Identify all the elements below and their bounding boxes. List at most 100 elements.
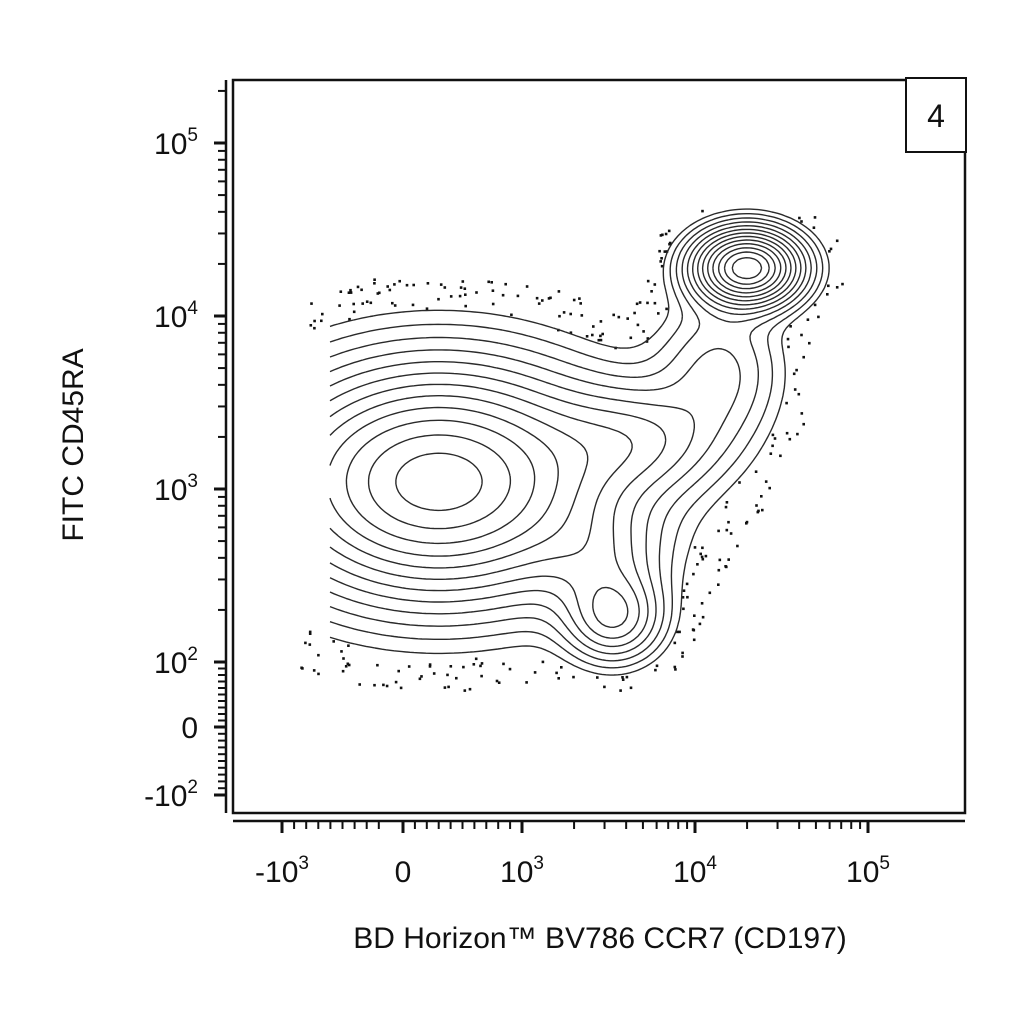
contour-level — [329, 239, 787, 557]
event-dot — [560, 666, 563, 669]
event-dot — [698, 622, 702, 626]
event-dot — [474, 657, 478, 661]
event-dot — [800, 412, 804, 415]
contour-level — [329, 217, 818, 662]
event-dot — [418, 677, 422, 681]
event-dot — [382, 683, 385, 687]
event-dot — [361, 302, 364, 305]
event-dot — [755, 504, 758, 507]
event-dot — [412, 283, 415, 287]
event-dot — [312, 669, 316, 672]
event-dot — [745, 522, 748, 525]
event-dot — [525, 285, 529, 288]
event-dot — [464, 293, 467, 296]
event-dot — [760, 495, 763, 498]
event-dot — [725, 501, 729, 504]
event-dot — [348, 317, 351, 321]
event-dot — [461, 280, 465, 283]
event-dot — [398, 279, 401, 283]
event-dot — [342, 657, 345, 660]
event-dot — [344, 665, 348, 668]
event-dot — [426, 282, 430, 285]
event-dot — [685, 582, 689, 586]
event-dot — [346, 662, 350, 666]
event-dot — [682, 589, 686, 592]
event-dot — [674, 668, 677, 671]
event-dot — [472, 663, 476, 666]
event-dot — [447, 685, 450, 689]
event-dot — [646, 279, 650, 283]
contour-level — [329, 213, 824, 669]
event-dot — [308, 630, 312, 634]
event-dot — [592, 325, 595, 328]
event-dot — [701, 209, 704, 213]
event-dot — [599, 334, 602, 338]
gate-label: 4 — [927, 98, 945, 134]
event-dot — [332, 640, 335, 643]
event-dot — [349, 288, 352, 292]
event-dot — [653, 283, 657, 286]
plot-frame — [231, 78, 967, 815]
event-dot — [535, 296, 539, 300]
event-dot — [462, 665, 465, 669]
event-dot — [491, 302, 495, 306]
event-dot — [504, 282, 507, 286]
event-dot — [547, 297, 551, 300]
event-dot — [309, 324, 313, 327]
event-dot — [463, 689, 467, 692]
event-dot — [724, 505, 728, 509]
event-dot — [443, 686, 447, 689]
event-dot — [428, 665, 432, 668]
event-dot — [425, 307, 429, 310]
x-axis: -103 0 103 104 105 — [233, 819, 965, 889]
event-dot — [663, 250, 667, 253]
event-dot — [646, 301, 649, 305]
event-dot — [373, 683, 376, 687]
event-dot — [541, 299, 544, 302]
event-dot — [636, 323, 640, 327]
contour-level — [367, 247, 776, 530]
event-dot — [660, 264, 664, 268]
event-dot — [557, 677, 560, 680]
event-dot — [813, 216, 817, 219]
event-dot — [635, 302, 639, 306]
contour-level — [329, 235, 792, 569]
event-dot — [796, 432, 799, 436]
event-dot — [717, 529, 720, 533]
event-dot — [388, 288, 392, 292]
event-dot — [665, 307, 668, 311]
event-dot — [629, 686, 633, 690]
event-dot — [653, 301, 657, 305]
event-dot — [394, 680, 398, 684]
event-dot — [569, 331, 573, 334]
event-dot — [676, 630, 679, 634]
event-dot — [787, 345, 790, 349]
event-dot — [792, 372, 796, 376]
event-dot — [601, 332, 604, 336]
event-dot — [621, 676, 624, 679]
event-dot — [411, 303, 415, 307]
event-dot — [806, 318, 810, 321]
event-dot — [629, 336, 633, 340]
event-dot — [313, 319, 316, 323]
event-dot — [619, 689, 622, 692]
contour-level — [731, 257, 763, 280]
event-dot — [646, 337, 650, 340]
event-dot — [393, 304, 397, 307]
event-dot — [800, 220, 803, 223]
event-dot — [599, 338, 603, 342]
event-dot — [358, 683, 361, 686]
event-dot — [501, 293, 505, 297]
y-tick-label: -102 — [144, 777, 198, 813]
event-dot — [812, 226, 816, 229]
event-dot — [369, 301, 373, 305]
event-dot — [525, 681, 528, 684]
event-dot — [578, 297, 581, 300]
event-dot — [495, 679, 499, 683]
event-dot — [572, 298, 576, 302]
event-dot — [659, 260, 662, 263]
event-dot — [449, 295, 453, 298]
event-dot — [761, 508, 764, 512]
event-dot — [459, 286, 463, 289]
